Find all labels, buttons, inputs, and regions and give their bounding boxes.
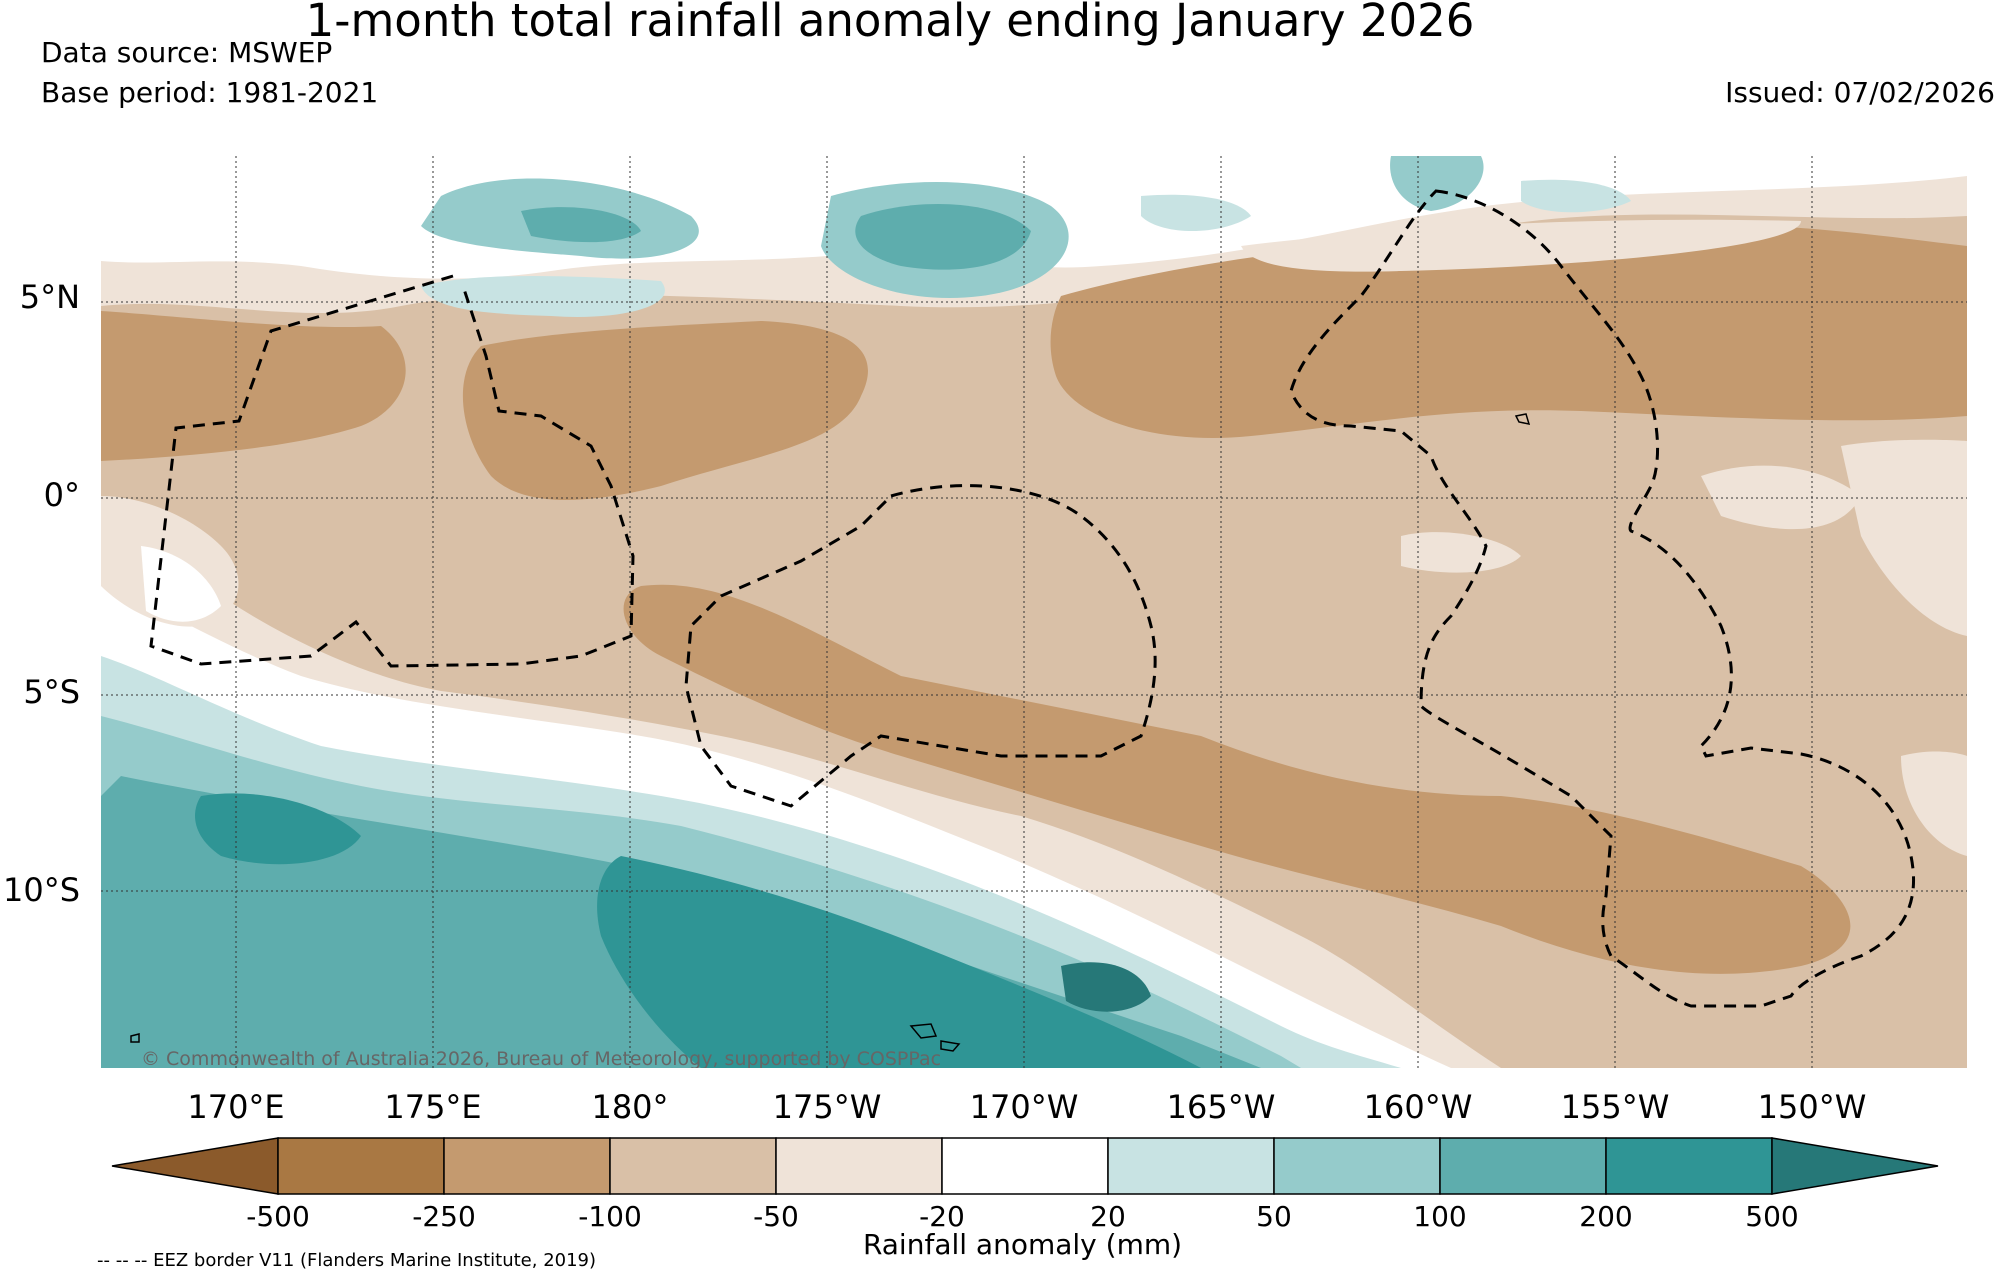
wet-blob-north-3-core	[855, 204, 1031, 270]
base-period-label: Base period: 1981-2021	[41, 76, 379, 109]
islands	[130, 413, 1531, 1052]
colorbar-tick: -50	[753, 1200, 799, 1233]
data-source-label: Data source: MSWEP	[41, 36, 333, 69]
wet-extreme-spot	[1061, 962, 1151, 1012]
lat-label-5n: 5°N	[19, 278, 80, 316]
near-normal-southeast	[1901, 751, 1967, 856]
map-gridlines	[101, 156, 1967, 1068]
lat-label-0: 0°	[43, 476, 80, 514]
lon-label-170e: 170°E	[187, 1088, 285, 1126]
colorbar-title: Rainfall anomaly (mm)	[862, 1228, 1183, 1261]
colorbar-segment	[941, 1137, 1109, 1195]
lon-label-155w: 155°W	[1560, 1088, 1670, 1126]
lon-label-150w: 150°W	[1757, 1088, 1867, 1126]
colorbar-segment	[609, 1137, 777, 1195]
wet-blob-north-1-core	[521, 207, 641, 243]
wet-blob-north-6	[1141, 194, 1251, 231]
colorbar-tick: 20	[1090, 1200, 1126, 1233]
colorbar-segment	[443, 1137, 611, 1195]
dry-band-south	[623, 584, 1851, 974]
colorbar-tick: -500	[246, 1200, 310, 1233]
copyright-notice: © Commonwealth of Australia 2026, Bureau…	[141, 1048, 942, 1068]
colorbar-segment	[277, 1137, 445, 1195]
issued-date-label: Issued: 07/02/2026	[1725, 76, 1995, 109]
colorbar-segment	[1273, 1137, 1441, 1195]
lat-label-5s: 5°S	[23, 673, 80, 711]
near-normal-east-patch-2	[1701, 465, 1861, 530]
colorbar-tick: -250	[412, 1200, 476, 1233]
dry-band-central-north	[462, 321, 868, 500]
eez-kiribati-phoenix	[684, 484, 1157, 808]
colorbar-arrow-low	[111, 1137, 279, 1195]
dry-band-east-north	[1050, 223, 1967, 438]
wet-blob-north-5	[1521, 179, 1631, 213]
near-normal-east	[1241, 219, 1801, 272]
lon-label-180: 180°	[591, 1088, 669, 1126]
lon-label-175e: 175°E	[384, 1088, 482, 1126]
colorbar-segment	[775, 1137, 943, 1195]
wet-blob-north-2	[421, 276, 665, 317]
wet-spot-west	[195, 793, 361, 865]
colorbar-arrow-high	[1771, 1137, 1939, 1195]
near-normal-east-patch-1	[1401, 532, 1521, 573]
colorbar-segment	[1605, 1137, 1773, 1195]
map-canvas	[101, 156, 1967, 1068]
eez-kiribati-line	[1289, 189, 1916, 1008]
wet-south-core	[597, 856, 1201, 1068]
colorbar-segment	[1439, 1137, 1607, 1195]
eez-legend-note: -- -- -- EEZ border V11 (Flanders Marine…	[97, 1250, 597, 1271]
eez-borders	[149, 189, 1916, 1008]
island-2	[940, 1040, 961, 1052]
colorbar-tick: 200	[1579, 1200, 1633, 1233]
island-1	[909, 1023, 938, 1039]
eez-kiribati-gilbert	[149, 274, 635, 668]
lon-label-160w: 160°W	[1363, 1088, 1473, 1126]
colorbar	[111, 1137, 1939, 1195]
colorbar-tick: -100	[578, 1200, 642, 1233]
colorbar-tick: 50	[1256, 1200, 1292, 1233]
rainfall-anomaly-map: © Commonwealth of Australia 2026, Bureau…	[101, 156, 1967, 1068]
near-normal-east-edge	[1841, 439, 1967, 636]
lon-label-165w: 165°W	[1166, 1088, 1276, 1126]
map-title: 1-month total rainfall anomaly ending Ja…	[305, 0, 1475, 47]
island-3	[1514, 413, 1531, 425]
colorbar-tick: 100	[1413, 1200, 1467, 1233]
colorbar-tick: 500	[1745, 1200, 1799, 1233]
colorbar-segment	[1107, 1137, 1275, 1195]
lon-label-170w: 170°W	[969, 1088, 1079, 1126]
dry-band-west	[101, 311, 406, 461]
lon-label-175w: 175°W	[772, 1088, 882, 1126]
colorbar-tick: -20	[919, 1200, 965, 1233]
island-4	[130, 1033, 140, 1043]
lat-label-10s: 10°S	[2, 871, 80, 909]
